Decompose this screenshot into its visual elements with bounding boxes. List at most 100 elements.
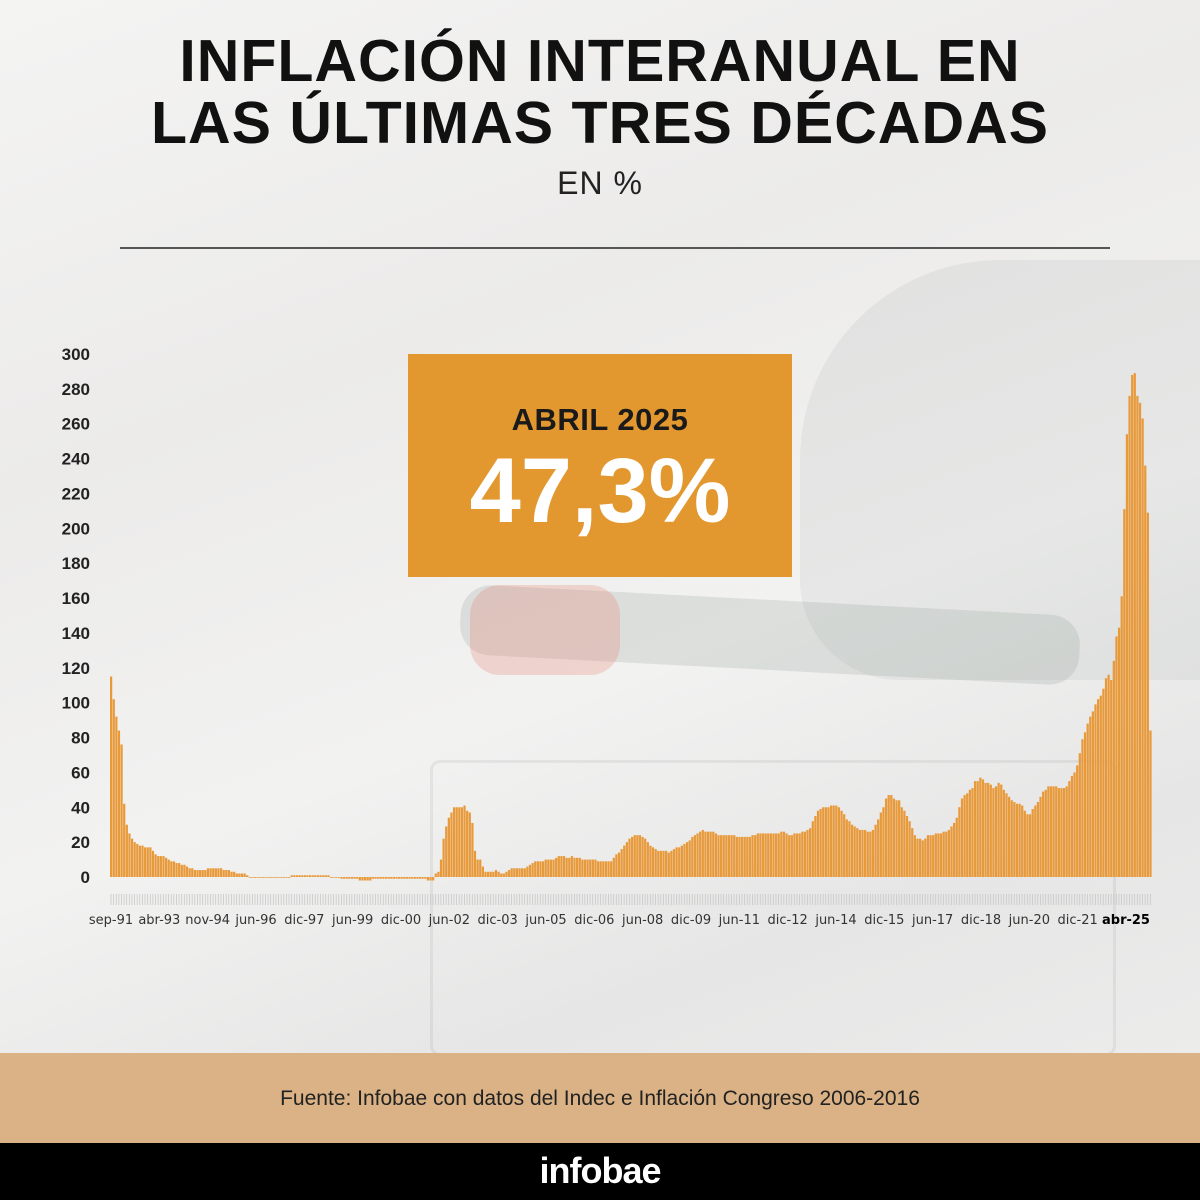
bar [892,798,896,877]
bar [722,835,725,877]
y-tick-label: 60 [71,763,90,782]
bar [316,875,320,877]
bar [706,831,710,877]
bar [384,877,388,879]
bar [421,877,424,879]
bar [154,854,157,877]
bar [363,877,367,881]
x-tick-label: jun-99 [331,913,373,928]
bar [345,877,348,879]
bar [633,835,636,877]
bar [547,859,550,877]
bar [233,871,236,877]
y-tick-label: 280 [62,380,90,399]
bar [594,859,597,877]
bar [264,877,267,878]
bar [159,856,162,877]
x-tick-label: jun-17 [911,913,953,928]
bar [738,836,741,877]
bar [238,873,241,877]
bar [696,833,699,877]
bar [377,877,380,879]
bar [898,800,901,877]
bar [411,877,414,879]
bar [691,836,694,877]
bar [733,835,736,877]
bar [950,826,953,877]
bar [754,835,757,877]
bar [432,877,435,881]
bar [1068,781,1071,877]
bar [327,875,330,877]
bar [665,850,668,877]
bar [628,838,631,877]
bar [903,810,906,877]
bar [1144,465,1147,877]
bar [387,877,390,879]
bar [180,864,183,877]
bar [429,877,432,881]
bar [541,861,545,877]
bar [829,805,833,877]
bar [225,870,228,877]
x-tick-label: dic-18 [961,913,1001,928]
bar [497,871,500,877]
bar [589,859,592,877]
bar [500,873,503,877]
bar [361,877,364,881]
bar [685,842,689,877]
bar [1076,765,1079,877]
bar [793,833,796,877]
bar [819,809,822,877]
bar [1117,627,1121,877]
bar [785,833,788,877]
bar [1049,786,1053,877]
y-tick-label: 140 [62,624,90,643]
bar [1086,723,1089,877]
bar [1097,699,1100,877]
bar [133,842,136,877]
title-line-1: INFLACIÓN INTERANUAL EN [179,28,1021,94]
bar [395,877,398,879]
bar [1055,786,1058,877]
bar [845,819,848,877]
bar [466,810,469,877]
bar [1102,688,1105,877]
bar [138,845,142,877]
bar [573,857,576,877]
bar [1133,373,1136,877]
bar [1026,814,1029,877]
bar [175,863,178,877]
footer: Fuente: Infobae con datos del Indec e In… [0,1053,1200,1143]
bar [905,815,909,877]
bar [939,833,943,877]
bar [539,861,542,877]
bar [746,836,749,877]
bar [596,861,600,877]
bar [555,857,558,877]
bar [426,877,430,881]
bar [337,877,340,878]
bar [193,870,197,877]
bar [987,782,990,877]
bar [557,856,560,877]
bar [123,803,126,877]
bar [814,815,817,877]
bar [976,781,979,877]
bar [251,877,254,878]
bar [929,835,932,877]
bar [882,807,885,877]
bar [966,793,969,877]
bar [502,873,505,877]
bar [298,875,301,877]
bar [973,781,977,877]
bar [434,873,437,877]
y-tick-label: 120 [62,659,90,678]
x-tick-label: dic-09 [671,913,711,928]
bar [343,877,346,879]
bar [780,831,783,877]
bar [188,868,191,877]
bar [992,788,995,877]
bar [463,805,466,877]
bar [670,850,673,877]
